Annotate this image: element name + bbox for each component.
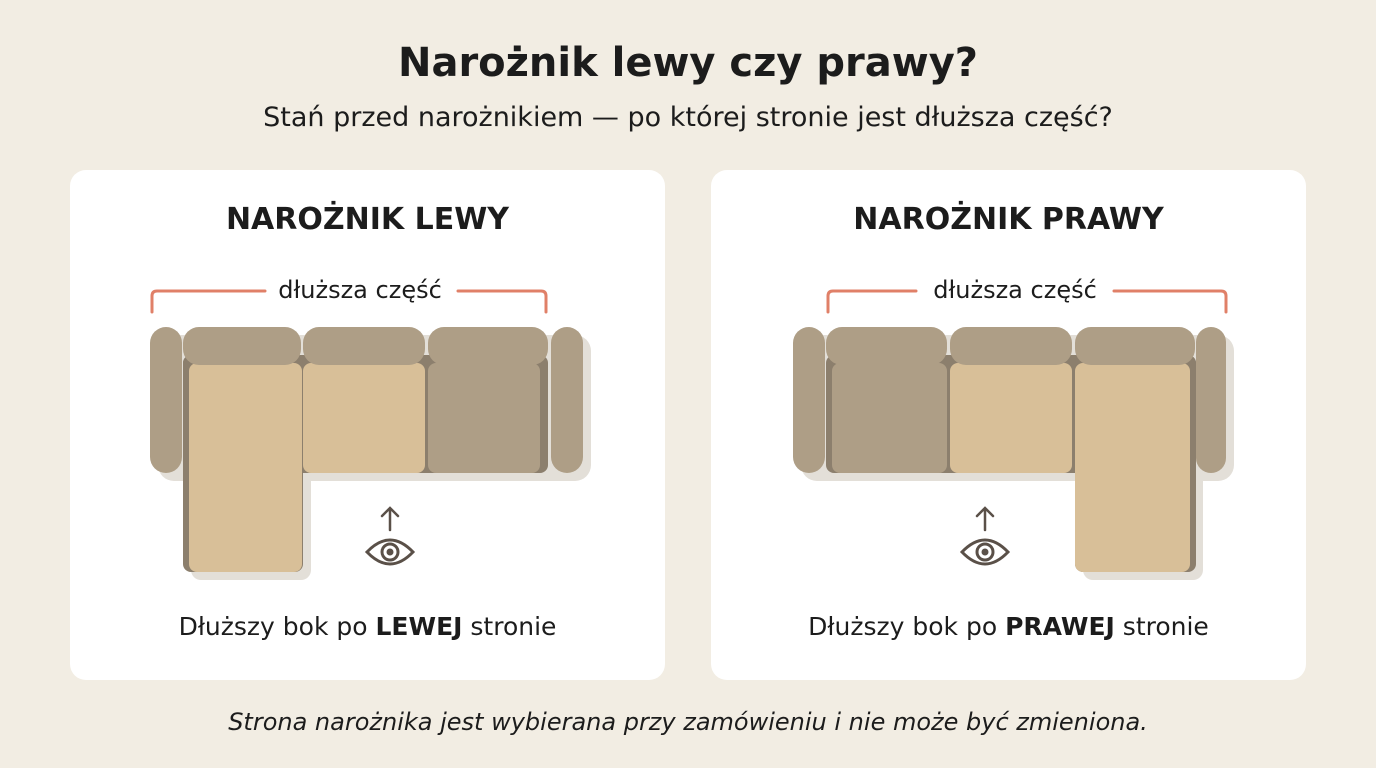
- eye-icon: [364, 538, 416, 566]
- sofa-diagram-left: dłuższa część: [150, 276, 591, 580]
- backrest: [950, 327, 1072, 365]
- card-right-corner: NAROŻNIK PRAWY dłuższa część: [711, 170, 1306, 680]
- chaise-seat: [1075, 363, 1190, 572]
- card-caption: Dłuższy bok po PRAWEJ stronie: [808, 612, 1209, 641]
- backrest: [1075, 327, 1195, 365]
- arrow-up-icon: [975, 506, 995, 532]
- armrest: [551, 327, 583, 473]
- seat: [832, 363, 947, 473]
- backrest: [826, 327, 947, 365]
- card-heading: NAROŻNIK PRAWY: [853, 202, 1164, 237]
- sofa-left: [150, 327, 583, 572]
- sofa-diagram-right: dłuższa część: [793, 276, 1234, 580]
- card-heading: NAROŻNIK LEWY: [225, 202, 510, 237]
- seat: [428, 363, 540, 473]
- arrow-up-icon: [380, 506, 400, 532]
- backrest: [303, 327, 425, 365]
- armrest: [150, 327, 182, 473]
- bracket-label: dłuższa część: [933, 276, 1097, 304]
- chaise-seat: [189, 363, 302, 572]
- page-title: Narożnik lewy czy prawy?: [397, 40, 979, 86]
- bracket-label: dłuższa część: [278, 276, 442, 304]
- eye-icon: [959, 538, 1011, 566]
- bracket: [826, 289, 1228, 314]
- armrest: [793, 327, 825, 473]
- armrest: [1196, 327, 1226, 473]
- sofa-right: [793, 327, 1226, 572]
- card-caption: Dłuższy bok po LEWEJ stronie: [178, 612, 557, 641]
- backrest: [183, 327, 301, 365]
- card-left-corner: NAROŻNIK LEWY dłuższa część: [70, 170, 665, 680]
- seat: [303, 363, 425, 473]
- bracket: [150, 289, 548, 314]
- page-subtitle: Stań przed narożnikiem — po której stron…: [263, 102, 1113, 133]
- footer-note: Strona narożnika jest wybierana przy zam…: [228, 708, 1148, 736]
- backrest: [428, 327, 548, 365]
- seat: [950, 363, 1072, 473]
